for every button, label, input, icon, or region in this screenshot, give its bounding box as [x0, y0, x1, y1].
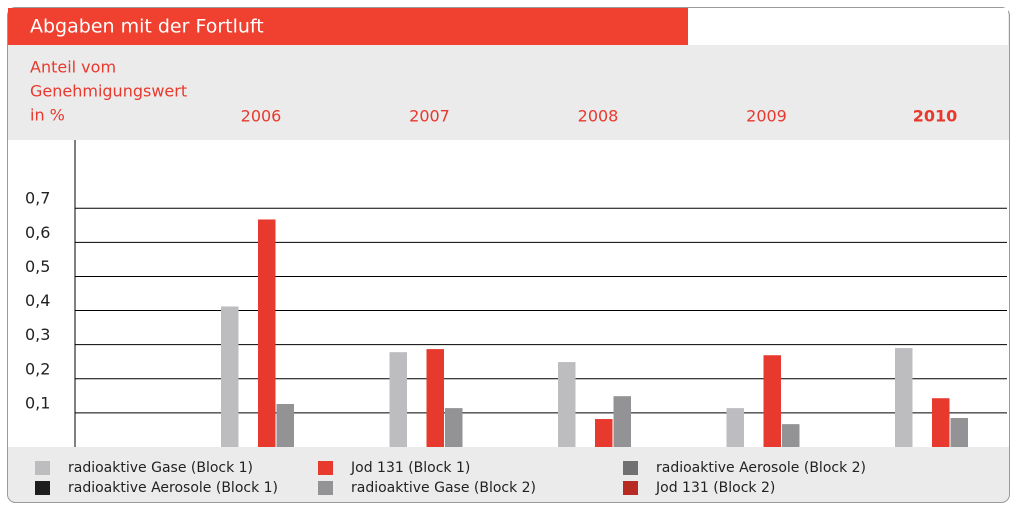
title-bar — [8, 8, 688, 45]
y-tick-label: 0,4 — [25, 291, 50, 310]
bar — [613, 396, 631, 447]
legend-label: Jod 131 (Block 2) — [655, 480, 775, 496]
y-tick-label: 0,2 — [25, 359, 50, 378]
legend-label: radioaktive Aerosole (Block 2) — [656, 460, 866, 476]
bar — [558, 362, 576, 447]
chart-title: Abgaben mit der Fortluft — [30, 16, 264, 38]
y-tick-label: 0,3 — [25, 325, 50, 344]
bar — [763, 355, 781, 447]
legend-swatch — [623, 461, 638, 475]
title-blank — [688, 8, 1008, 45]
bar — [895, 348, 913, 447]
bar — [726, 408, 744, 447]
legend-swatch — [318, 481, 333, 495]
bar — [932, 398, 950, 447]
y-tick-label: 0,6 — [25, 223, 50, 242]
plot-area — [8, 140, 1009, 447]
bar — [595, 419, 613, 447]
legend-label: Jod 131 (Block 1) — [350, 460, 470, 476]
legend-label: radioaktive Aerosole (Block 1) — [68, 480, 278, 496]
bar — [426, 349, 444, 447]
legend-label: radioaktive Gase (Block 2) — [351, 480, 536, 496]
x-tick-label: 2007 — [409, 107, 450, 126]
bar — [950, 418, 968, 447]
y-axis-label: Anteil vom — [30, 58, 116, 77]
x-tick-label: 2010 — [913, 107, 958, 126]
bar — [389, 352, 407, 447]
bar — [445, 408, 463, 447]
y-axis-label: in % — [30, 106, 65, 125]
bar — [221, 306, 239, 447]
x-tick-label: 2008 — [578, 107, 619, 126]
legend-label: radioaktive Gase (Block 1) — [68, 460, 253, 476]
y-tick-label: 0,1 — [25, 393, 50, 412]
legend-swatch — [35, 481, 50, 495]
bar — [258, 219, 276, 447]
legend-swatch — [35, 461, 50, 475]
y-tick-label: 0,7 — [25, 189, 50, 208]
y-axis-label: Genehmigungswert — [30, 82, 187, 101]
bar — [276, 404, 294, 447]
y-tick-label: 0,5 — [25, 257, 50, 276]
x-tick-label: 2009 — [746, 107, 787, 126]
legend-swatch — [318, 461, 333, 475]
x-tick-label: 2006 — [241, 107, 282, 126]
legend-swatch — [623, 481, 638, 495]
bar — [782, 424, 800, 447]
